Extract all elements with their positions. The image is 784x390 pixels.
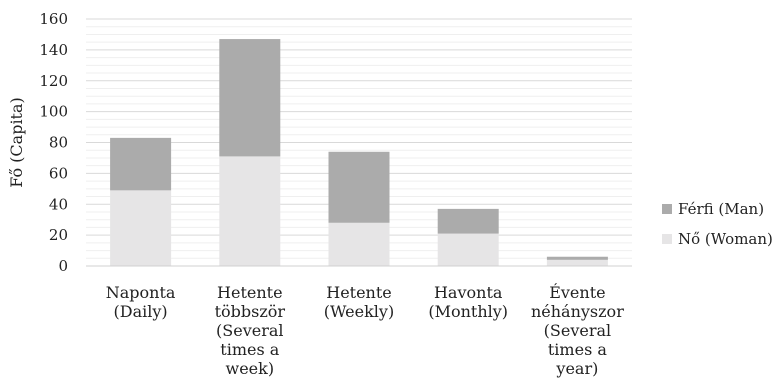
y-tick-label: 120 [39, 72, 68, 90]
y-tick-label: 140 [39, 41, 68, 59]
bar-segment-man [437, 208, 499, 234]
bar-segment-woman [546, 259, 608, 266]
bar-segment-man [546, 256, 608, 260]
bars [110, 39, 608, 266]
legend: Férfi (Man) Nő (Woman) [662, 200, 773, 248]
bar-segment-man [219, 39, 281, 157]
x-category-label: Évente néhányszor (Several times a year) [531, 282, 624, 378]
x-category-label: Havonta (Monthly) [428, 283, 508, 321]
y-tick-label: 20 [49, 226, 68, 244]
x-category-label: Hetente többször (Several times a week) [215, 283, 286, 378]
y-tick-label: 80 [49, 134, 68, 152]
bar-segment-woman [219, 156, 281, 266]
y-tick-label: 60 [49, 164, 68, 182]
bar-segment-woman [437, 233, 499, 266]
y-tick-label: 0 [58, 257, 68, 275]
legend-swatch [662, 234, 672, 244]
y-tick-label: 100 [39, 103, 68, 121]
x-category-label: Naponta (Daily) [106, 283, 176, 321]
bar-segment-man [110, 137, 172, 191]
legend-swatch [662, 204, 672, 214]
x-category-label: Hetente (Weekly) [324, 283, 394, 321]
bar-segment-woman [110, 190, 172, 266]
y-tick-label: 40 [49, 195, 68, 213]
legend-label: Nő (Woman) [678, 230, 773, 248]
x-axis-categories: Naponta (Daily) Hetente többször (Several tim… [106, 282, 624, 378]
y-axis-ticks: 0 20 40 60 80 100 120 140 160 [39, 10, 68, 275]
y-axis-label: Fő (Capita) [7, 97, 26, 188]
bar-segment-woman [328, 222, 390, 266]
y-tick-label: 160 [39, 10, 68, 28]
bar-segment-man [328, 151, 390, 223]
legend-label: Férfi (Man) [678, 200, 764, 218]
